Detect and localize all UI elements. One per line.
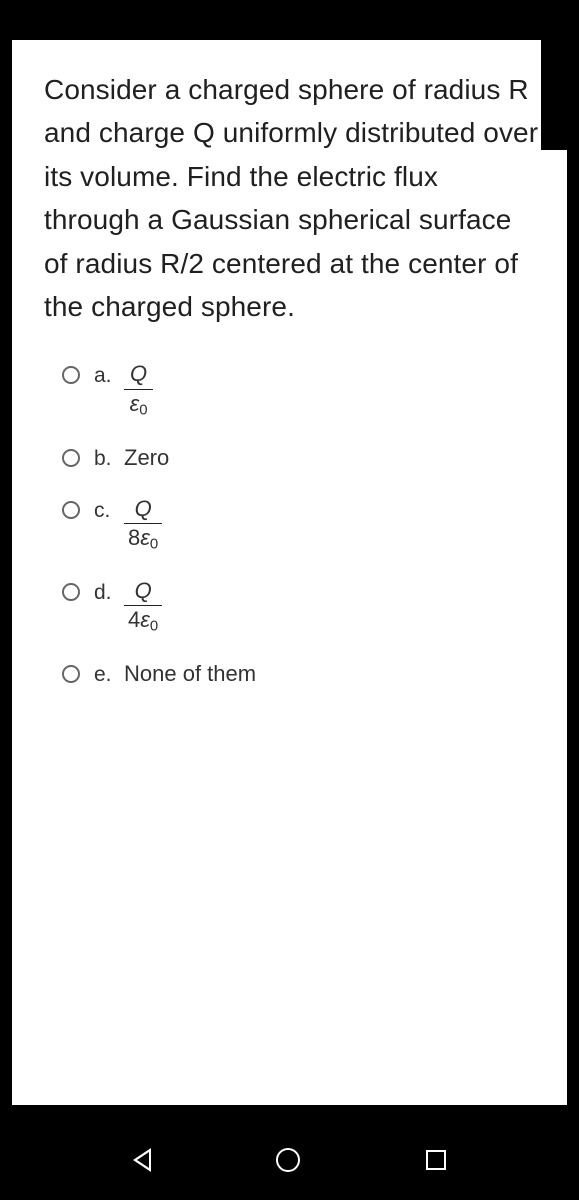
option-e-letter: e.: [94, 661, 124, 687]
option-d[interactable]: d. Q 4ε0: [62, 579, 539, 635]
option-a-letter: a.: [94, 362, 124, 388]
option-b-letter: b.: [94, 445, 124, 471]
radio-c[interactable]: [62, 501, 80, 519]
back-icon[interactable]: [133, 1148, 151, 1172]
home-icon[interactable]: [276, 1148, 300, 1172]
option-d-letter: d.: [94, 579, 124, 605]
option-a-answer: Q ε0: [124, 362, 153, 418]
radio-b[interactable]: [62, 449, 80, 467]
page-corner-shadow: [541, 40, 579, 150]
option-b[interactable]: b. Zero: [62, 445, 539, 471]
option-c-letter: c.: [94, 497, 124, 523]
option-d-answer: Q 4ε0: [124, 579, 162, 635]
option-b-answer: Zero: [124, 445, 169, 471]
option-a[interactable]: a. Q ε0: [62, 362, 539, 418]
options-group: a. Q ε0 b. Zero c. Q 8ε0: [44, 362, 539, 687]
option-e[interactable]: e. None of them: [62, 661, 539, 687]
question-text: Consider a charged sphere of radius R an…: [44, 68, 539, 328]
android-nav-bar: [0, 1120, 579, 1200]
option-e-answer: None of them: [124, 661, 256, 687]
radio-d[interactable]: [62, 583, 80, 601]
question-card: Consider a charged sphere of radius R an…: [12, 40, 567, 1105]
status-bar: [0, 0, 579, 40]
recent-icon[interactable]: [426, 1150, 446, 1170]
option-c[interactable]: c. Q 8ε0: [62, 497, 539, 553]
option-c-answer: Q 8ε0: [124, 497, 162, 553]
radio-a[interactable]: [62, 366, 80, 384]
radio-e[interactable]: [62, 665, 80, 683]
